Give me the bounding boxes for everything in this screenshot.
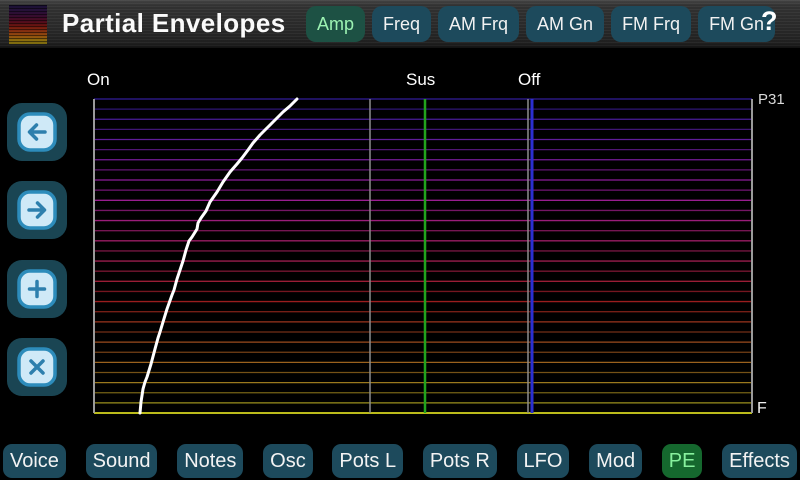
label-top-partial: P31 [758, 91, 785, 108]
cross-icon [17, 347, 57, 387]
tab-fm-frq[interactable]: FM Frq [611, 6, 692, 42]
page-title: Partial Envelopes [62, 8, 286, 38]
header-bar: Partial Envelopes Amp Freq AM Frq AM Gn … [0, 0, 800, 48]
tab-mod[interactable]: Mod [589, 444, 643, 478]
tab-pots-l[interactable]: Pots L [332, 444, 404, 478]
tab-voice[interactable]: Voice [3, 444, 66, 478]
tab-pe[interactable]: PE [661, 444, 703, 478]
envelope-curve [138, 97, 299, 415]
tab-freq[interactable]: Freq [372, 6, 432, 42]
arrow-right-icon [17, 190, 57, 230]
back-button[interactable] [7, 103, 67, 161]
page-tab-bar: Voice Sound Notes Osc Pots L Pots R LFO … [3, 444, 797, 478]
label-fundamental: F [757, 400, 767, 417]
app-logo [9, 5, 47, 44]
envelope-chart[interactable] [93, 97, 753, 415]
tab-osc[interactable]: Osc [263, 444, 313, 478]
tab-am-frq[interactable]: AM Frq [438, 6, 520, 42]
tab-effects[interactable]: Effects [722, 444, 797, 478]
tab-fm-gn[interactable]: FM Gn [698, 6, 776, 42]
label-note-off: Off [518, 70, 541, 89]
envelope-chart-svg [93, 97, 753, 415]
help-button[interactable]: ? [761, 6, 778, 36]
label-sustain: Sus [406, 70, 436, 89]
tab-amp[interactable]: Amp [306, 6, 366, 42]
forward-button[interactable] [7, 181, 67, 239]
arrow-left-icon [17, 112, 57, 152]
label-note-on: On [87, 70, 110, 89]
tab-am-gn[interactable]: AM Gn [526, 6, 605, 42]
tab-sound[interactable]: Sound [85, 444, 158, 478]
plus-icon [17, 269, 57, 309]
add-button[interactable] [7, 260, 67, 318]
tab-notes[interactable]: Notes [177, 444, 244, 478]
close-button[interactable] [7, 338, 67, 396]
tab-lfo[interactable]: LFO [516, 444, 570, 478]
tab-pots-r[interactable]: Pots R [422, 444, 497, 478]
envelope-tab-bar: Amp Freq AM Frq AM Gn FM Frq FM Gn [306, 6, 776, 42]
